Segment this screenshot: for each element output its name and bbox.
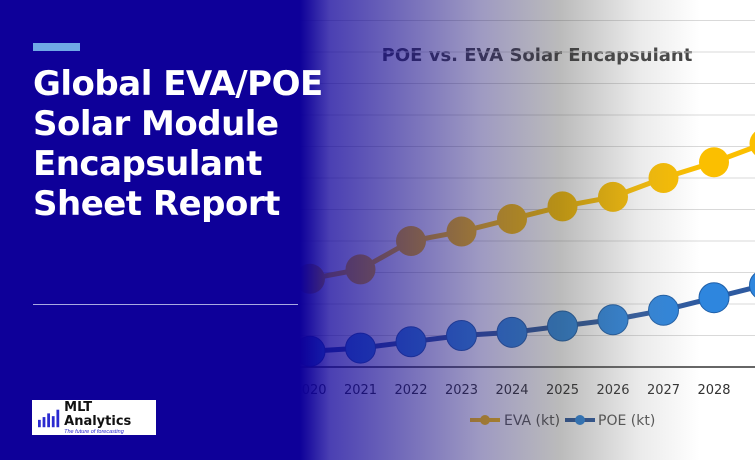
data-point-poe [345, 332, 376, 364]
legend-poe-label: POE (kt) [598, 413, 655, 429]
data-point-poe [597, 304, 629, 336]
legend-eva-label: EVA (kt) [504, 413, 560, 429]
data-point-eva [497, 203, 527, 234]
x-tick-label: 2028 [697, 383, 730, 398]
data-point-poe [395, 326, 427, 358]
series-line-eva [309, 144, 755, 282]
x-tick-label: 2027 [647, 383, 680, 398]
logo-tagline: The future of forecasting [64, 428, 124, 435]
data-point-eva [295, 263, 325, 294]
data-point-poe [446, 320, 477, 351]
data-point-poe [648, 294, 679, 326]
chart-legend: EVA (kt) POE (kt) [470, 413, 655, 429]
x-tick-label: 2025 [546, 383, 579, 398]
data-point-eva [547, 191, 578, 222]
logo-name: MLT Analytics [64, 399, 132, 429]
data-point-eva [345, 254, 376, 285]
legend-poe-marker [575, 415, 585, 425]
data-point-eva [648, 163, 679, 193]
x-tick-label: 2023 [445, 383, 478, 398]
data-point-eva [749, 131, 755, 155]
data-point-poe [547, 310, 578, 342]
x-tick-label: 2026 [596, 383, 629, 398]
data-point-eva [446, 216, 477, 247]
data-point-poe [749, 272, 755, 298]
data-point-eva [598, 181, 628, 212]
bar-chart-logo-icon [38, 409, 60, 427]
data-point-poe [294, 335, 326, 367]
x-tick-label: 2024 [495, 383, 528, 398]
data-point-eva [396, 226, 426, 256]
x-tick-label: 2021 [344, 383, 377, 398]
mlt-analytics-logo: MLT Analytics The future of forecasting [32, 400, 156, 435]
x-tick-label: 2022 [394, 383, 427, 398]
legend-eva-marker [480, 415, 490, 425]
divider [33, 304, 298, 305]
data-point-poe [496, 316, 528, 348]
data-point-poe [698, 282, 730, 314]
x-tick-label: 2020 [293, 383, 326, 398]
data-point-eva [699, 147, 729, 178]
series-line-poe [309, 284, 755, 354]
report-title: Global EVA/POE Solar Module Encapsulant … [33, 64, 323, 224]
chart-title: POE vs. EVA Solar Encapsulant [382, 45, 693, 66]
accent-bar [33, 43, 80, 51]
